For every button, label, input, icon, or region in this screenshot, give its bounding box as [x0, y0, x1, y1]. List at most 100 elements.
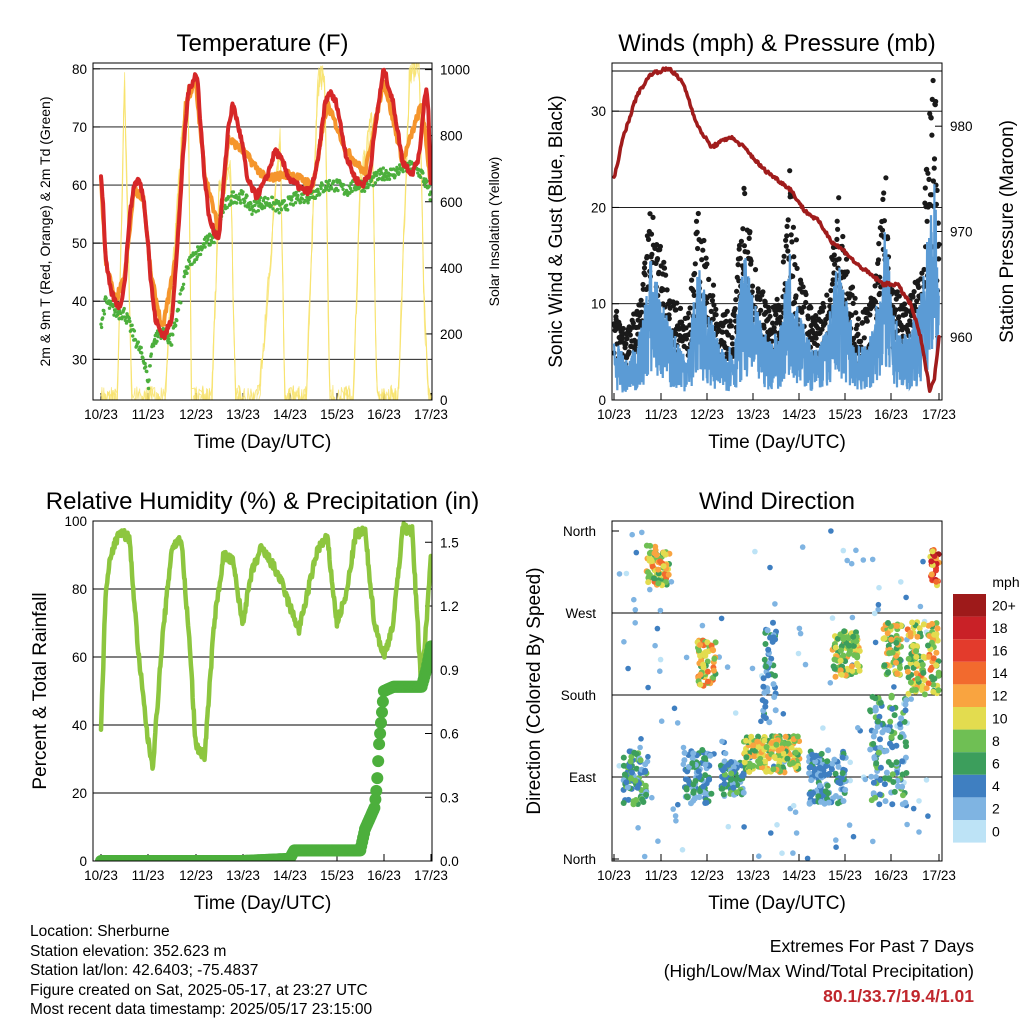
- direction-point: [727, 776, 734, 783]
- gust-point: [642, 260, 648, 266]
- gust-point: [916, 284, 922, 290]
- direction-point: [847, 759, 853, 766]
- direction-point: [856, 667, 863, 674]
- gust-point: [794, 265, 800, 271]
- direction-point: [869, 556, 876, 563]
- dewpoint-point: [128, 319, 132, 324]
- direction-point: [657, 656, 664, 663]
- colorbar-swatch: [953, 820, 986, 843]
- direction-point: [620, 762, 627, 769]
- direction-point: [766, 719, 773, 726]
- direction-point: [668, 579, 675, 585]
- x-axis-label: Time (Day/UTC): [708, 893, 846, 914]
- dewpoint-point: [379, 171, 384, 175]
- direction-point: [662, 551, 669, 558]
- dewpoint-point: [289, 198, 294, 202]
- direction-point: [725, 761, 732, 768]
- colorbar-label: 20+: [992, 597, 1016, 613]
- direction-point: [625, 796, 632, 803]
- gust-point: [894, 289, 901, 295]
- direction-point: [681, 749, 688, 756]
- direction-point: [702, 800, 709, 806]
- direction-point: [690, 781, 697, 788]
- direction-point: [899, 758, 906, 765]
- y2-axis-label: Solar Insolation (Yellow): [486, 157, 502, 307]
- direction-point: [637, 744, 643, 751]
- direction-point: [933, 578, 940, 585]
- direction-point: [822, 788, 829, 795]
- gust-point: [774, 296, 780, 302]
- direction-point: [926, 633, 933, 639]
- direction-point: [620, 800, 627, 806]
- direction-point: [808, 777, 815, 784]
- gust-point: [880, 196, 886, 202]
- dewpoint-point: [146, 386, 151, 391]
- dewpoint-point: [284, 203, 289, 207]
- direction-point: [856, 648, 863, 654]
- gust-point: [732, 312, 738, 319]
- direction-point: [642, 761, 649, 768]
- direction-point: [888, 636, 895, 643]
- gust-point: [790, 273, 796, 279]
- direction-point: [790, 850, 796, 856]
- direction-point: [870, 838, 876, 845]
- x-tick-label: 11/23: [645, 868, 678, 883]
- direction-point: [851, 652, 858, 659]
- direction-point: [621, 639, 627, 645]
- extremes-values: 80.1/33.7/19.4/1.01: [823, 986, 974, 1006]
- direction-point: [632, 777, 639, 784]
- direction-point: [820, 725, 826, 731]
- dewpoint-point: [140, 351, 144, 355]
- direction-point: [870, 733, 877, 740]
- direction-point: [853, 629, 859, 636]
- direction-point: [919, 682, 926, 689]
- dewpoint-point: [227, 195, 231, 199]
- dewpoint-point: [145, 369, 149, 374]
- gust-point: [664, 287, 670, 293]
- direction-point: [689, 755, 696, 762]
- direction-point: [900, 792, 906, 799]
- direction-point: [925, 642, 931, 649]
- direction-point: [657, 668, 663, 674]
- direction-point: [862, 776, 869, 783]
- direction-point: [702, 761, 709, 768]
- direction-point: [796, 625, 803, 632]
- chart-title: Relative Humidity (%) & Precipitation (i…: [46, 488, 479, 515]
- direction-point: [631, 749, 638, 756]
- gust-point: [737, 255, 743, 261]
- direction-point: [829, 615, 836, 621]
- x-tick-label: 16/23: [367, 868, 401, 883]
- direction-point: [832, 644, 839, 651]
- dewpoint-point: [194, 250, 198, 255]
- direction-point: [904, 821, 910, 828]
- direction-point: [645, 684, 651, 691]
- x-tick-label: 16/23: [367, 407, 401, 422]
- direction-point: [762, 715, 769, 722]
- direction-point: [782, 733, 789, 740]
- chart-1: Temperature (F) 10/23 11/23 12/23 13/23 14/23…: [37, 30, 502, 453]
- y-tick-label: 40: [72, 718, 87, 733]
- direction-point: [621, 771, 628, 778]
- y-tick-label: 80: [72, 582, 87, 597]
- dewpoint-point: [237, 195, 241, 199]
- direction-point: [697, 681, 704, 688]
- direction-point: [824, 758, 831, 765]
- direction-point: [719, 767, 726, 774]
- x-tick-label: 10/23: [597, 868, 631, 883]
- direction-point: [871, 610, 878, 617]
- dewpoint-point: [131, 334, 135, 338]
- gust-point: [921, 266, 927, 273]
- gust-point: [829, 281, 836, 287]
- gust-point: [649, 251, 655, 257]
- direction-point: [770, 619, 776, 626]
- direction-point: [891, 684, 897, 690]
- direction-point: [665, 571, 672, 578]
- direction-point: [935, 687, 942, 694]
- direction-point: [876, 713, 883, 720]
- dewpoint-point: [243, 199, 247, 203]
- gust-point: [771, 328, 778, 334]
- gust-point: [757, 296, 763, 302]
- gust-point: [626, 349, 632, 355]
- direction-point: [832, 673, 839, 680]
- dewpoint-point: [366, 185, 370, 190]
